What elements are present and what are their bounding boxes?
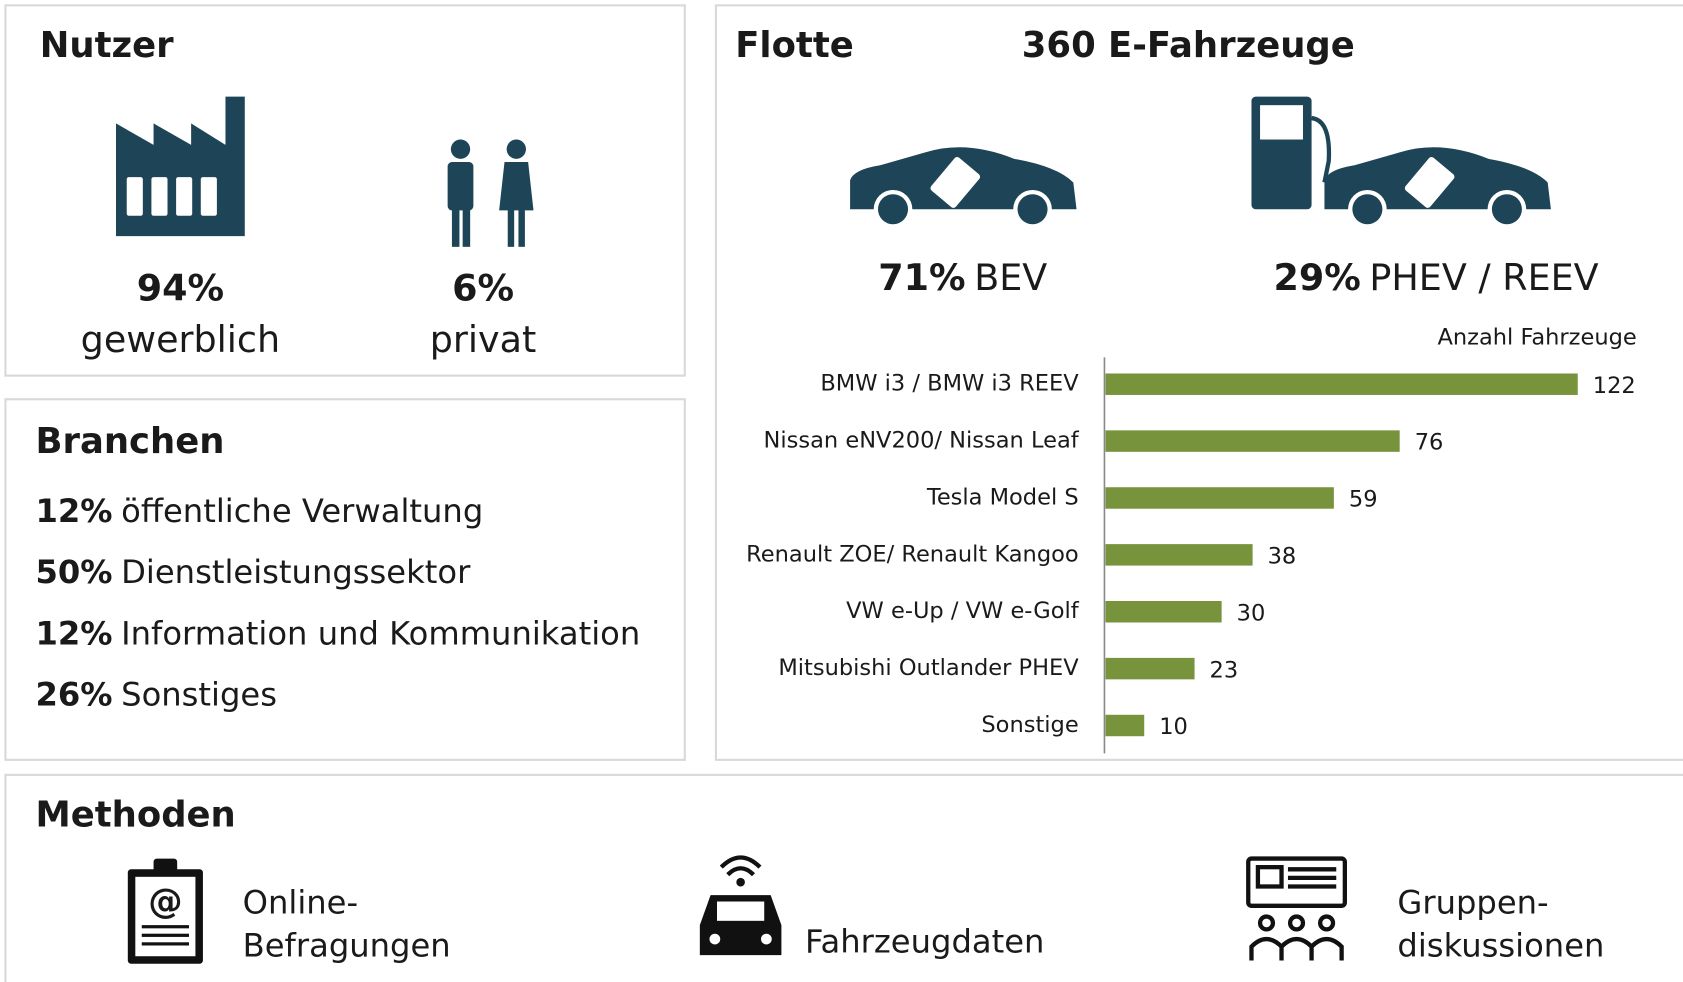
percent: 12% — [36, 614, 113, 652]
label: BEV — [974, 256, 1047, 299]
label: privat — [430, 318, 537, 361]
category-label: Sonstige — [981, 712, 1078, 738]
nutzer-box — [4, 4, 686, 377]
category-label: BMW i3 / BMW i3 REEV — [820, 371, 1079, 397]
percent: 29% — [1273, 256, 1360, 299]
method-label: Fahrzeugdaten — [805, 922, 1044, 960]
branchen-title: Branchen — [36, 421, 225, 462]
bar — [1105, 714, 1145, 737]
axis-label: Anzahl Fahrzeuge — [1437, 325, 1636, 351]
methods-list: Online- Befragungen Fahrzeugdaten Gruppen-d… — [243, 884, 1605, 965]
factory-windows — [126, 177, 217, 216]
bev-icon — [850, 147, 1077, 229]
value-label: 76 — [1415, 430, 1444, 456]
percent: 26% — [36, 676, 113, 714]
value-label: 10 — [1159, 714, 1188, 740]
value-label: 23 — [1210, 657, 1239, 683]
method-label: Online- — [243, 884, 358, 922]
percent: 94% — [137, 266, 224, 309]
survey-icon: @ — [127, 858, 203, 964]
bar — [1105, 544, 1253, 566]
method-label: Befragungen — [243, 927, 451, 965]
category-label: Renault ZOE/ Renault Kangoo — [746, 541, 1079, 567]
bar — [1105, 657, 1195, 680]
flotte-box — [714, 4, 1683, 761]
label: Sonstiges — [121, 676, 277, 714]
value-label: 30 — [1237, 600, 1266, 626]
category-label: Tesla Model S — [926, 484, 1079, 510]
branche: 12% Information und Kommunikation — [36, 614, 641, 652]
flotte-subtitle: 360 E-Fahrzeuge — [1022, 25, 1355, 66]
phev-icon — [1251, 96, 1551, 229]
label: Information und Kommunikation — [121, 614, 640, 652]
category-label: Mitsubishi Outlander PHEV — [778, 655, 1079, 681]
branche: 26% Sonstiges — [36, 676, 278, 714]
percent: 6% — [452, 266, 514, 309]
bar — [1105, 487, 1334, 509]
methoden-title: Methoden — [36, 795, 236, 836]
flotte-title: Flotte — [735, 25, 854, 66]
people-icon — [447, 139, 534, 247]
label: PHEV / REEV — [1369, 256, 1598, 299]
label: öffentliche Verwaltung — [121, 492, 483, 530]
label: Dienstleistungssektor — [121, 553, 471, 591]
group-icon — [1246, 856, 1347, 961]
branche: 12% öffentliche Verwaltung — [36, 492, 484, 530]
value-label: 38 — [1268, 544, 1297, 570]
label: gewerblich — [81, 318, 280, 361]
category-label: VW e-Up / VW e-Golf — [846, 598, 1080, 624]
fleet-share: 29% PHEV / REEV — [1273, 256, 1598, 299]
svg-text:@: @ — [148, 882, 182, 922]
value-label: 59 — [1349, 487, 1378, 513]
fleet-share: 71% BEV — [878, 256, 1047, 299]
bar-chart: BMW i3 / BMW i3 REEV 122 Nissan eNV200/ Ni… — [746, 371, 1636, 740]
car-data-icon — [699, 855, 782, 956]
branche: 50% Dienstleistungssektor — [36, 553, 472, 591]
percent: 50% — [36, 553, 113, 591]
category-label: Nissan eNV200/ Nissan Leaf — [764, 428, 1080, 454]
percent: 12% — [36, 492, 113, 530]
method-label: Gruppen- — [1397, 884, 1548, 922]
nutzer-title: Nutzer — [40, 25, 174, 66]
branchen-box — [4, 398, 686, 761]
methoden-box — [4, 773, 1683, 982]
bar — [1105, 430, 1400, 452]
percent: 71% — [878, 256, 965, 299]
bar — [1105, 601, 1222, 623]
bar — [1105, 373, 1578, 395]
method-label: diskussionen — [1397, 927, 1604, 965]
value-label: 122 — [1593, 373, 1636, 399]
